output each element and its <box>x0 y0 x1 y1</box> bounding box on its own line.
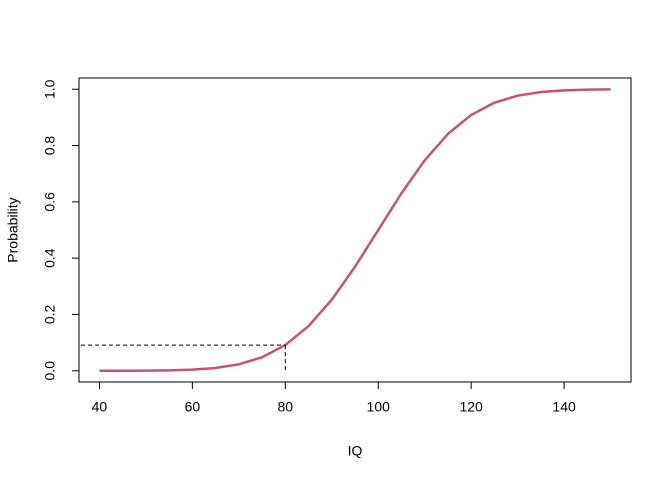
x-tick-label: 120 <box>459 399 483 415</box>
y-axis-label: Probability <box>5 197 21 262</box>
curve <box>99 88 611 372</box>
y-tick-label: 0.6 <box>42 192 58 212</box>
plot-box <box>78 77 632 383</box>
x-tick-label: 40 <box>92 399 108 415</box>
y-tick-label: 0.2 <box>42 305 58 325</box>
y-tick-label: 0.4 <box>42 248 58 268</box>
x-tick-label: 140 <box>552 399 576 415</box>
x-tick-label: 100 <box>367 399 391 415</box>
y-tick-label: 0.8 <box>42 136 58 156</box>
x-tick-label: 80 <box>278 399 294 415</box>
y-tick-label: 0.0 <box>42 361 58 381</box>
y-tick-label: 1.0 <box>42 79 58 99</box>
x-axis-label: IQ <box>348 443 363 459</box>
x-tick-label: 60 <box>185 399 201 415</box>
